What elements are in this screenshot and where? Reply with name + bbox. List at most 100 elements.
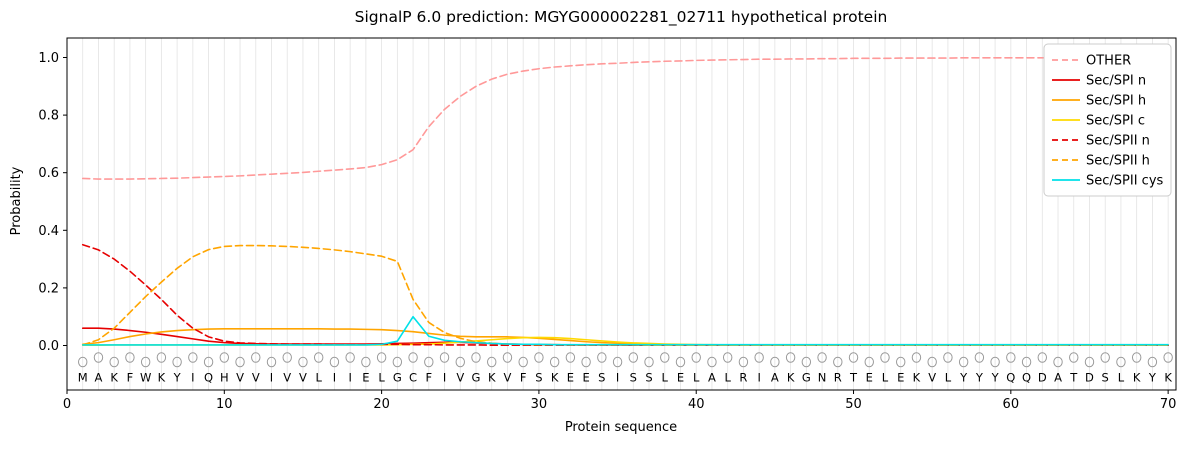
grid-layer [82,38,1169,390]
sequence-letter: E [582,371,589,385]
sequence-letter: E [897,371,904,385]
sequence-letter: I [191,371,194,385]
sequence-letter: Y [959,371,968,385]
residue-marker-circle [565,352,576,363]
sequence-letter: R [739,371,747,385]
sequence-letter: K [1164,371,1172,385]
residue-marker-circle [140,356,151,368]
sequence-letter: S [598,371,605,385]
sequence-letter: K [110,371,118,385]
series-line-sec-spii-h [81,244,1169,347]
sequence-letter: Q [1022,371,1031,385]
axes-layer: 0 10 20 30 40 50 60 70 0.0 0.2 0.4 0.6 0.8 1.0 [38,37,1177,412]
residue-marker-circle [455,356,465,368]
y-tick-label: 0.6 [38,166,59,181]
sequence-letter: F [425,371,432,385]
residue-marker-circle [298,356,308,368]
residue-marker-circle [644,356,654,368]
sequence-letter: C [409,371,417,385]
residue-marker-circle [219,352,230,363]
sequence-letter: V [504,371,512,385]
residue-marker-circle [927,356,937,368]
sequence-letter: L [693,371,700,385]
residue-marker-circle [581,356,591,368]
sequence-letter: L [662,371,669,385]
series-line-sec-spii-cys [81,315,1169,346]
sequence-letter: K [551,371,559,385]
residue-marker-circle [675,356,686,368]
sequence-letter: I [348,371,351,385]
x-tick-label: 60 [1003,397,1020,412]
residue-marker-circle [817,352,827,363]
sequence-letter: E [362,371,369,385]
residue-marker-circle [313,352,324,363]
legend-box [1043,43,1172,197]
residue-marker-circle [188,352,198,363]
residue-marker-circle [943,352,953,363]
residue-marker-circle [691,352,701,363]
sequence-letter: E [866,371,873,385]
residue-marker-circle [833,356,843,368]
residue-marker-circle [549,356,560,368]
residue-marker-circle [471,352,481,363]
x-tick-label: 70 [1160,397,1177,412]
x-tick-label: 20 [373,397,390,412]
sequence-letter: Y [991,371,1000,385]
residue-marker-circle [109,356,119,368]
residue-marker-circle [156,352,167,363]
y-tick-label: 0.0 [38,339,59,354]
sequence-letter: I [757,371,760,385]
sequence-letter: K [787,371,795,385]
sequence-letter: E [677,371,684,385]
y-tick-label: 0.4 [38,224,59,239]
residue-marker-circle [408,352,418,363]
residue-marker-circle [1163,352,1173,363]
residue-marker-circle [597,352,607,363]
residue-marker-circle [329,356,340,368]
sequence-letter: V [252,371,260,385]
residue-marker-circle [266,356,277,368]
residue-marker-circle [896,356,906,368]
series-layer [81,56,1169,347]
sequence-letter: A [708,371,716,385]
residue-marker-circle [502,352,513,363]
sequence-letter: G [393,371,402,385]
residue-marker-circle [1147,356,1158,368]
sequence-letter: I [443,371,446,385]
residue-marker-circle [392,356,403,368]
sequence-letter: I [616,371,619,385]
residue-marker-circle [125,352,135,363]
residue-marker-circle [722,352,733,363]
x-tick-label: 40 [688,397,705,412]
sequence-letter: H [220,371,229,385]
sequence-letter: S [1102,371,1109,385]
sequence-letter: M [78,371,88,385]
sequence-letter: V [236,371,244,385]
residue-marker-circle [203,356,214,368]
sequence-letter: V [456,371,464,385]
residue-marker-circle [282,352,292,363]
sequence-letter: K [158,371,166,385]
sequence-letter: D [1085,371,1094,385]
legend-entry-label: Sec/SPI c [1086,114,1145,129]
y-axis-label: Probability [9,166,24,235]
sequence-letter: E [567,371,574,385]
sequence-letter: L [882,371,889,385]
sequence-letter: Q [1006,371,1015,385]
sequence-letter: A [1054,371,1062,385]
sequence-letter: L [315,371,322,385]
sequence-letter: S [645,371,652,385]
residue-marker-circle [785,352,796,363]
y-tick-label: 1.0 [38,51,59,66]
sequence-letter: V [299,371,307,385]
x-axis-label: Protein sequence [565,420,677,435]
residue-marker-circle [770,356,780,368]
sequence-letter: I [333,371,336,385]
sequence-letter: F [127,371,134,385]
residue-marker-circle [974,352,985,363]
residue-marker-circle [1084,356,1095,368]
residue-marker-circle [376,352,387,363]
y-tick-label: 0.8 [38,109,59,124]
residue-marker-circle [628,352,638,363]
sequence-letter: G [472,371,481,385]
